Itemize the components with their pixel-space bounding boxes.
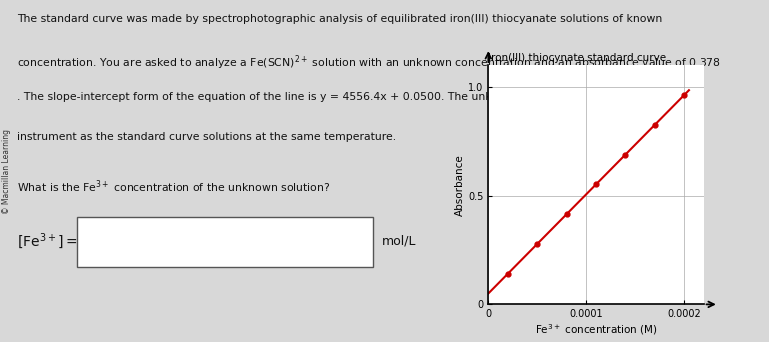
FancyBboxPatch shape: [77, 217, 373, 267]
Text: $\left[\mathrm{Fe}^{3+}\right]=$: $\left[\mathrm{Fe}^{3+}\right]=$: [17, 231, 78, 251]
Text: © Macmillan Learning: © Macmillan Learning: [2, 129, 11, 213]
Text: What is the Fe$^{3+}$ concentration of the unknown solution?: What is the Fe$^{3+}$ concentration of t…: [17, 179, 331, 196]
Y-axis label: Absorbance: Absorbance: [455, 154, 465, 215]
Text: The standard curve was made by spectrophotographic analysis of equilibrated iron: The standard curve was made by spectroph…: [17, 14, 662, 24]
Text: concentration. You are asked to analyze a Fe(SCN)$^{2+}$ solution with an unknow: concentration. You are asked to analyze …: [17, 53, 721, 71]
Text: mol/L: mol/L: [382, 235, 417, 248]
Text: Iron(III) thiocynate standard curve: Iron(III) thiocynate standard curve: [488, 53, 667, 63]
Text: instrument as the standard curve solutions at the same temperature.: instrument as the standard curve solutio…: [17, 132, 396, 142]
Text: . The slope-intercept form of the equation of the line is y = 4556.4x + 0.0500. : . The slope-intercept form of the equati…: [17, 92, 670, 102]
X-axis label: Fe$^{3+}$ concentration (M): Fe$^{3+}$ concentration (M): [534, 322, 657, 337]
